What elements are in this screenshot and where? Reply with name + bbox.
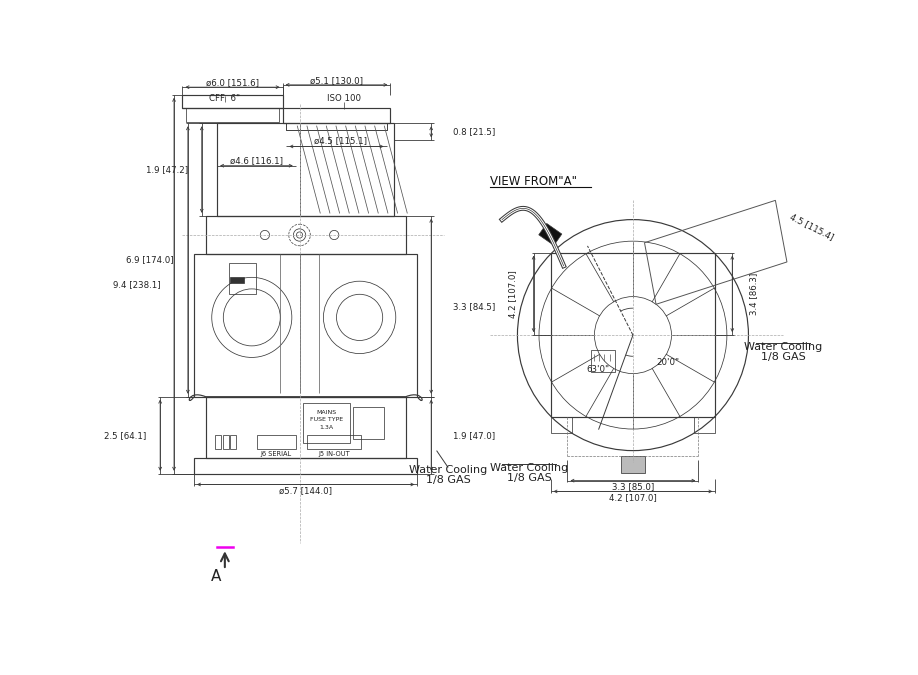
Bar — [194, 458, 418, 474]
Text: ISO 100: ISO 100 — [327, 95, 361, 103]
Bar — [222, 435, 229, 449]
Text: 1/8 GAS: 1/8 GAS — [761, 352, 805, 362]
Bar — [539, 223, 562, 246]
Bar — [183, 95, 283, 108]
Text: 4.5 [115.4]: 4.5 [115.4] — [789, 213, 835, 242]
Text: ø5.1 [130.0]: ø5.1 [130.0] — [310, 76, 363, 85]
Text: 3.3 [85.0]: 3.3 [85.0] — [611, 483, 654, 491]
Bar — [303, 403, 350, 443]
Text: Water Cooling: Water Cooling — [744, 342, 823, 352]
Text: 3.4 [86.3]: 3.4 [86.3] — [749, 273, 758, 315]
Bar — [206, 216, 406, 254]
Text: ø5.7 [144.0]: ø5.7 [144.0] — [279, 486, 332, 495]
Text: 1.3A: 1.3A — [319, 425, 333, 430]
Text: ø4.5 [115.1]: ø4.5 [115.1] — [314, 136, 367, 146]
Bar — [353, 407, 385, 439]
Text: J6 SERIAL: J6 SERIAL — [261, 452, 292, 458]
Bar — [286, 124, 386, 130]
Bar — [230, 435, 237, 449]
Text: 6.9 [174.0]: 6.9 [174.0] — [127, 256, 174, 265]
Bar — [286, 124, 386, 130]
Bar — [308, 435, 361, 449]
Bar — [257, 435, 296, 449]
Text: VIEW FROM"A": VIEW FROM"A" — [490, 175, 577, 188]
Bar — [230, 277, 244, 283]
Bar — [551, 418, 572, 433]
Bar — [218, 124, 299, 216]
Text: 2.5 [64.1]: 2.5 [64.1] — [104, 431, 146, 439]
Bar — [206, 397, 406, 458]
Text: A: A — [210, 568, 221, 584]
Text: J5 IN-OUT: J5 IN-OUT — [319, 452, 350, 458]
Text: 0.8 [21.5]: 0.8 [21.5] — [453, 128, 495, 136]
Text: ø6.0 [151.6]: ø6.0 [151.6] — [206, 78, 259, 87]
Bar — [186, 108, 279, 122]
Bar — [229, 263, 255, 294]
Text: 1/8 GAS: 1/8 GAS — [507, 472, 552, 483]
Bar — [215, 435, 221, 449]
Text: 20'0": 20'0" — [656, 358, 679, 367]
Text: CFF  6": CFF 6" — [209, 95, 241, 103]
Text: 63'0": 63'0" — [587, 365, 610, 374]
Text: 1/8 GAS: 1/8 GAS — [426, 475, 471, 485]
Bar — [283, 108, 390, 124]
Text: Water Cooling: Water Cooling — [490, 462, 568, 472]
Text: MAINS: MAINS — [317, 410, 337, 414]
Bar — [621, 456, 645, 473]
Bar — [551, 252, 715, 418]
Text: 1.9 [47.2]: 1.9 [47.2] — [146, 165, 188, 174]
Text: 1.9 [47.0]: 1.9 [47.0] — [453, 431, 495, 439]
Bar — [590, 350, 615, 372]
Text: 4.2 [107.0]: 4.2 [107.0] — [609, 493, 656, 502]
Text: 9.4 [238.1]: 9.4 [238.1] — [113, 279, 160, 289]
Text: Water Cooling: Water Cooling — [409, 465, 487, 475]
Bar — [218, 124, 394, 216]
Bar — [694, 418, 715, 433]
Text: 4.2 [107.0]: 4.2 [107.0] — [508, 270, 517, 318]
Text: ø4.6 [116.1]: ø4.6 [116.1] — [230, 156, 283, 165]
Bar — [194, 254, 418, 397]
Text: 3.3 [84.5]: 3.3 [84.5] — [453, 302, 495, 311]
Text: FUSE TYPE: FUSE TYPE — [310, 417, 343, 423]
